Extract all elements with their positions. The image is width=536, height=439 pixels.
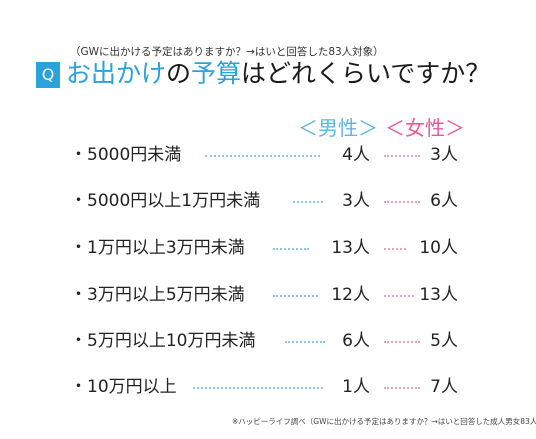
female-count: 3人 [430,145,458,165]
male-leader-dots [285,341,325,343]
male-leader-dots [193,387,323,389]
female-leader-dots [384,155,420,157]
budget-row: ・5000円未満 4人 3人 [0,140,536,170]
female-column-header: ＜女性＞ [385,116,465,140]
title-part-budget: 予算 [191,59,242,88]
female-count: 5人 [430,331,458,351]
survey-subtitle: （GWに出かける予定はありますか？→はいと回答した83人対象） [70,46,384,58]
budget-label: ・5000円以上1万円未満 [70,191,261,211]
budget-row: ・5000円以上1万円未満 3人 6人 [0,186,536,216]
budget-row: ・5万円以上10万円未満 6人 5人 [0,326,536,356]
question-badge: Q [36,62,60,88]
title-part-no: の [166,59,192,88]
female-count: 7人 [430,377,458,397]
female-leader-dots [384,387,420,389]
page-title: お出かけの予算はどれくらいですか？ [66,56,490,92]
budget-row: ・3万円以上5万円未満 12人 13人 [0,280,536,310]
female-count: 13人 [419,285,458,305]
male-count: 13人 [331,238,370,258]
male-leader-dots [205,155,320,157]
female-count: 10人 [419,238,458,258]
female-leader-dots [384,248,406,250]
male-count: 1人 [342,377,370,397]
title-part-outing: お出かけ [66,59,167,88]
budget-label: ・1万円以上3万円未満 [70,238,245,258]
budget-label: ・5000円未満 [70,145,182,165]
male-leader-dots [293,201,323,203]
female-leader-dots [384,341,420,343]
title-part-question: はどれくらいですか？ [241,59,491,88]
budget-label: ・10万円以上 [70,377,177,397]
male-leader-dots [273,295,318,297]
male-count: 6人 [342,331,370,351]
female-count: 6人 [430,191,458,211]
male-count: 4人 [342,145,370,165]
budget-row: ・10万円以上 1人 7人 [0,372,536,402]
budget-label: ・3万円以上5万円未満 [70,285,245,305]
footnote: ※ハッピーライフ調べ（GWに出かける予定はありますか？→はいと回答した成人男女8… [232,417,536,426]
male-column-header: ＜男性＞ [298,116,378,140]
male-leader-dots [273,248,309,250]
budget-label: ・5万円以上10万円未満 [70,331,256,351]
female-leader-dots [384,295,414,297]
female-leader-dots [384,201,420,203]
male-count: 3人 [342,191,370,211]
male-count: 12人 [331,285,370,305]
budget-row: ・1万円以上3万円未満 13人 10人 [0,233,536,263]
